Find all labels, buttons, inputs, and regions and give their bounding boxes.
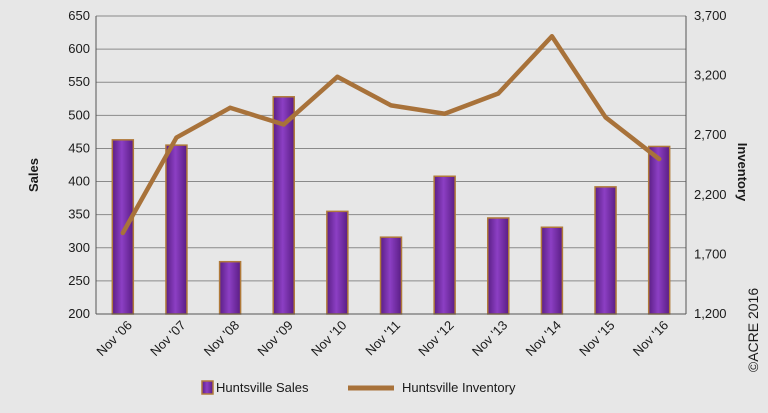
inventory-point (603, 115, 608, 120)
legend-sales-swatch (201, 380, 214, 395)
x-tick-label: Nov '08 (201, 318, 242, 359)
sales-bar (647, 145, 671, 315)
y-left-tick-label: 300 (68, 240, 90, 255)
y-right-tick-label: 1,700 (694, 246, 727, 261)
x-tick-label: Nov '15 (576, 318, 617, 359)
x-tick-label: Nov '06 (93, 318, 134, 359)
inventory-point (549, 34, 554, 39)
inventory-point (174, 135, 179, 140)
sales-bar (111, 139, 135, 315)
x-tick-label: Nov '11 (362, 318, 403, 359)
y-axis-right-title: Inventory (735, 143, 750, 202)
y-left-tick-label: 500 (68, 107, 90, 122)
y-left-tick-label: 400 (68, 174, 90, 189)
y-right-tick-label: 3,700 (694, 8, 727, 23)
sales-bar (272, 96, 295, 315)
sales-bar (326, 210, 349, 315)
y-left-tick-label: 550 (68, 74, 90, 89)
sales-bar (487, 217, 510, 315)
inventory-point (335, 74, 340, 79)
legend: Huntsville Sales Huntsville Inventory (201, 380, 516, 395)
y-right-tick-label: 2,700 (694, 127, 727, 142)
inventory-point (496, 91, 501, 96)
x-tick-label: Nov '12 (415, 318, 456, 359)
x-tick-label: Nov '10 (308, 318, 349, 359)
sales-bar (218, 260, 242, 315)
x-tick-label: Nov '14 (523, 318, 564, 359)
inventory-point (120, 230, 125, 235)
inventory-point (657, 157, 662, 162)
sales-bars (111, 96, 671, 315)
copyright-text: ©ACRE 2016 (745, 288, 761, 372)
sales-bar (165, 144, 188, 315)
inventory-series-line (120, 34, 662, 236)
x-tick-label: Nov '07 (147, 318, 188, 359)
y-left-tick-label: 200 (68, 306, 90, 321)
inventory-line (120, 34, 662, 236)
grid-lines (96, 15, 686, 315)
y-axis-left-title: Sales (26, 158, 41, 192)
inventory-point (228, 105, 233, 110)
y-right-tick-label: 2,200 (694, 187, 727, 202)
x-tick-label: Nov '09 (254, 318, 295, 359)
sales-bar (594, 186, 617, 315)
y-left-tick-label: 250 (68, 273, 90, 288)
inventory-point (442, 111, 447, 116)
legend-inventory-label: Huntsville Inventory (402, 380, 516, 395)
sales-bar (379, 236, 403, 315)
y-right-tick-label: 1,200 (694, 306, 727, 321)
y-left-tick-label: 650 (68, 8, 90, 23)
x-tick-label: Nov '13 (469, 318, 510, 359)
sales-bar (433, 175, 456, 315)
y-left-tick-label: 350 (68, 207, 90, 222)
sales-bar (540, 226, 564, 315)
inventory-point (389, 103, 393, 108)
x-tick-label: Nov '16 (630, 318, 671, 359)
inventory-point (281, 122, 286, 127)
y-left-tick-label: 450 (68, 140, 90, 155)
y-left-tick-label: 600 (68, 41, 90, 56)
y-right-tick-label: 3,200 (694, 68, 727, 83)
legend-sales-label: Huntsville Sales (216, 380, 309, 395)
